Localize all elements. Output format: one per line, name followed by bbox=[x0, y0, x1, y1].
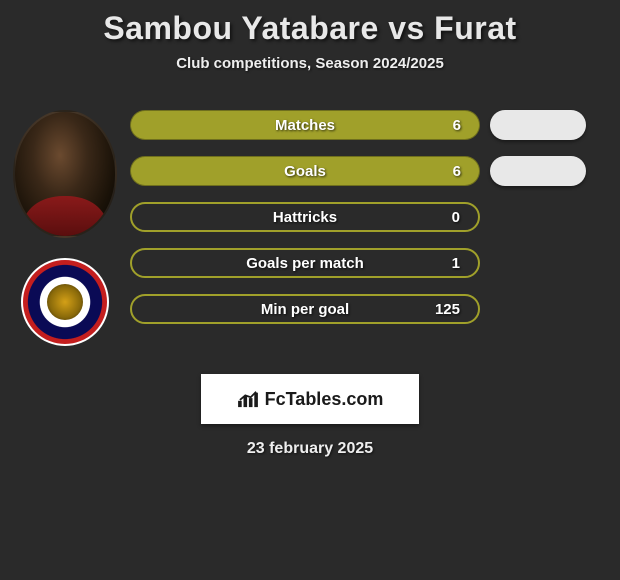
stat-value: 6 bbox=[453, 117, 461, 134]
club-badge-inner bbox=[47, 284, 83, 320]
opponent-pill-goals bbox=[490, 156, 586, 186]
stat-label: Goals bbox=[284, 163, 326, 180]
page-title: Sambou Yatabare vs Furat bbox=[0, 10, 620, 47]
stat-bar-matches: Matches 6 bbox=[130, 110, 480, 140]
stat-label: Hattricks bbox=[273, 209, 337, 226]
footer: FcTables.com 23 february 2025 bbox=[0, 374, 620, 458]
stat-value: 6 bbox=[453, 163, 461, 180]
stat-bar-gpm: Goals per match 1 bbox=[130, 248, 480, 278]
player-photo bbox=[13, 110, 117, 238]
comparison-card: Sambou Yatabare vs Furat Club competitio… bbox=[0, 0, 620, 458]
stat-value: 125 bbox=[435, 301, 460, 318]
main-row: Matches 6 Goals 6 Hattricks 0 Goals per … bbox=[0, 110, 620, 346]
stat-value: 0 bbox=[452, 209, 460, 226]
logo-text: FcTables.com bbox=[265, 389, 384, 410]
chart-icon bbox=[237, 390, 259, 408]
right-column bbox=[480, 110, 610, 324]
subtitle: Club competitions, Season 2024/2025 bbox=[0, 55, 620, 72]
stat-label: Min per goal bbox=[261, 301, 349, 318]
stat-bar-hattricks: Hattricks 0 bbox=[130, 202, 480, 232]
fctables-logo[interactable]: FcTables.com bbox=[201, 374, 419, 424]
stat-label: Goals per match bbox=[246, 255, 364, 272]
stat-value: 1 bbox=[452, 255, 460, 272]
date-text: 23 february 2025 bbox=[247, 440, 373, 458]
stat-label: Matches bbox=[275, 117, 335, 134]
club-badge bbox=[21, 258, 109, 346]
stat-bar-goals: Goals 6 bbox=[130, 156, 480, 186]
stat-bar-mpg: Min per goal 125 bbox=[130, 294, 480, 324]
stats-column: Matches 6 Goals 6 Hattricks 0 Goals per … bbox=[130, 110, 480, 324]
opponent-pill-matches bbox=[490, 110, 586, 140]
left-column bbox=[0, 110, 130, 346]
